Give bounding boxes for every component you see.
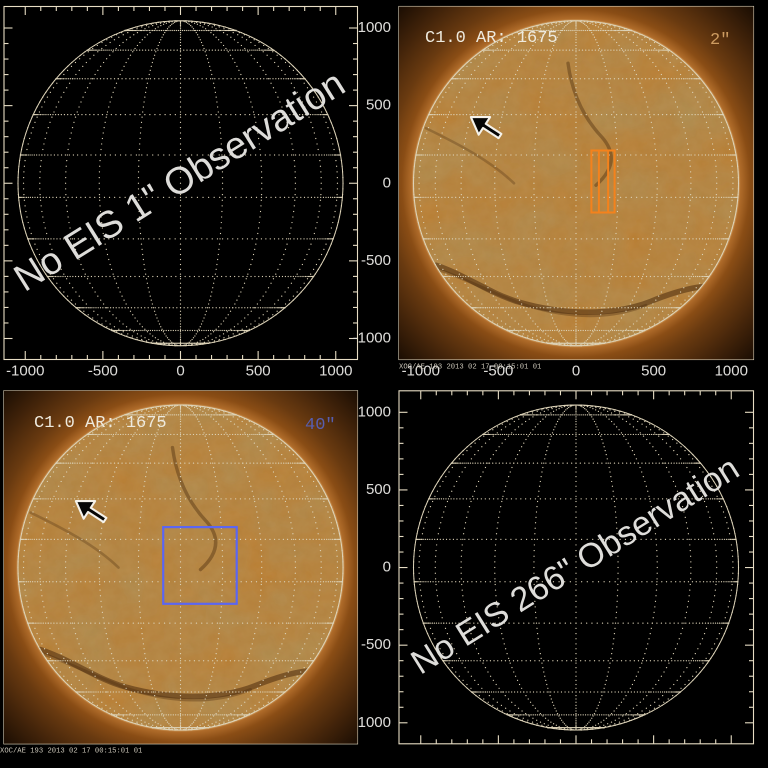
svg-text:500: 500	[641, 363, 666, 380]
svg-text:C1.0 AR: 1675: C1.0 AR: 1675	[425, 29, 558, 48]
svg-text:500: 500	[366, 97, 391, 114]
svg-text:1000: 1000	[358, 19, 391, 36]
svg-text:2": 2"	[710, 31, 730, 50]
svg-text:-1000: -1000	[6, 363, 44, 380]
svg-text:-500: -500	[361, 636, 391, 653]
svg-text:No EIS 1" Observation: No EIS 1" Observation	[7, 63, 352, 301]
svg-text:0: 0	[383, 559, 391, 576]
svg-text:-1000: -1000	[353, 330, 391, 347]
svg-text:500: 500	[246, 363, 271, 380]
svg-text:500: 500	[366, 481, 391, 498]
svg-text:0: 0	[383, 174, 391, 191]
svg-text:1000: 1000	[358, 403, 391, 420]
svg-text:-1000: -1000	[353, 714, 391, 731]
svg-text:0: 0	[572, 363, 580, 380]
svg-text:1000: 1000	[715, 363, 748, 380]
svg-text:-500: -500	[361, 252, 391, 269]
svg-text:-500: -500	[88, 363, 118, 380]
svg-text:0: 0	[176, 363, 184, 380]
svg-text:XOC/AE 193 2013 02 17 00:15: XOC/AE 193 2013 02 17 00:15:01 01	[399, 364, 541, 372]
svg-text:1000: 1000	[319, 363, 352, 380]
